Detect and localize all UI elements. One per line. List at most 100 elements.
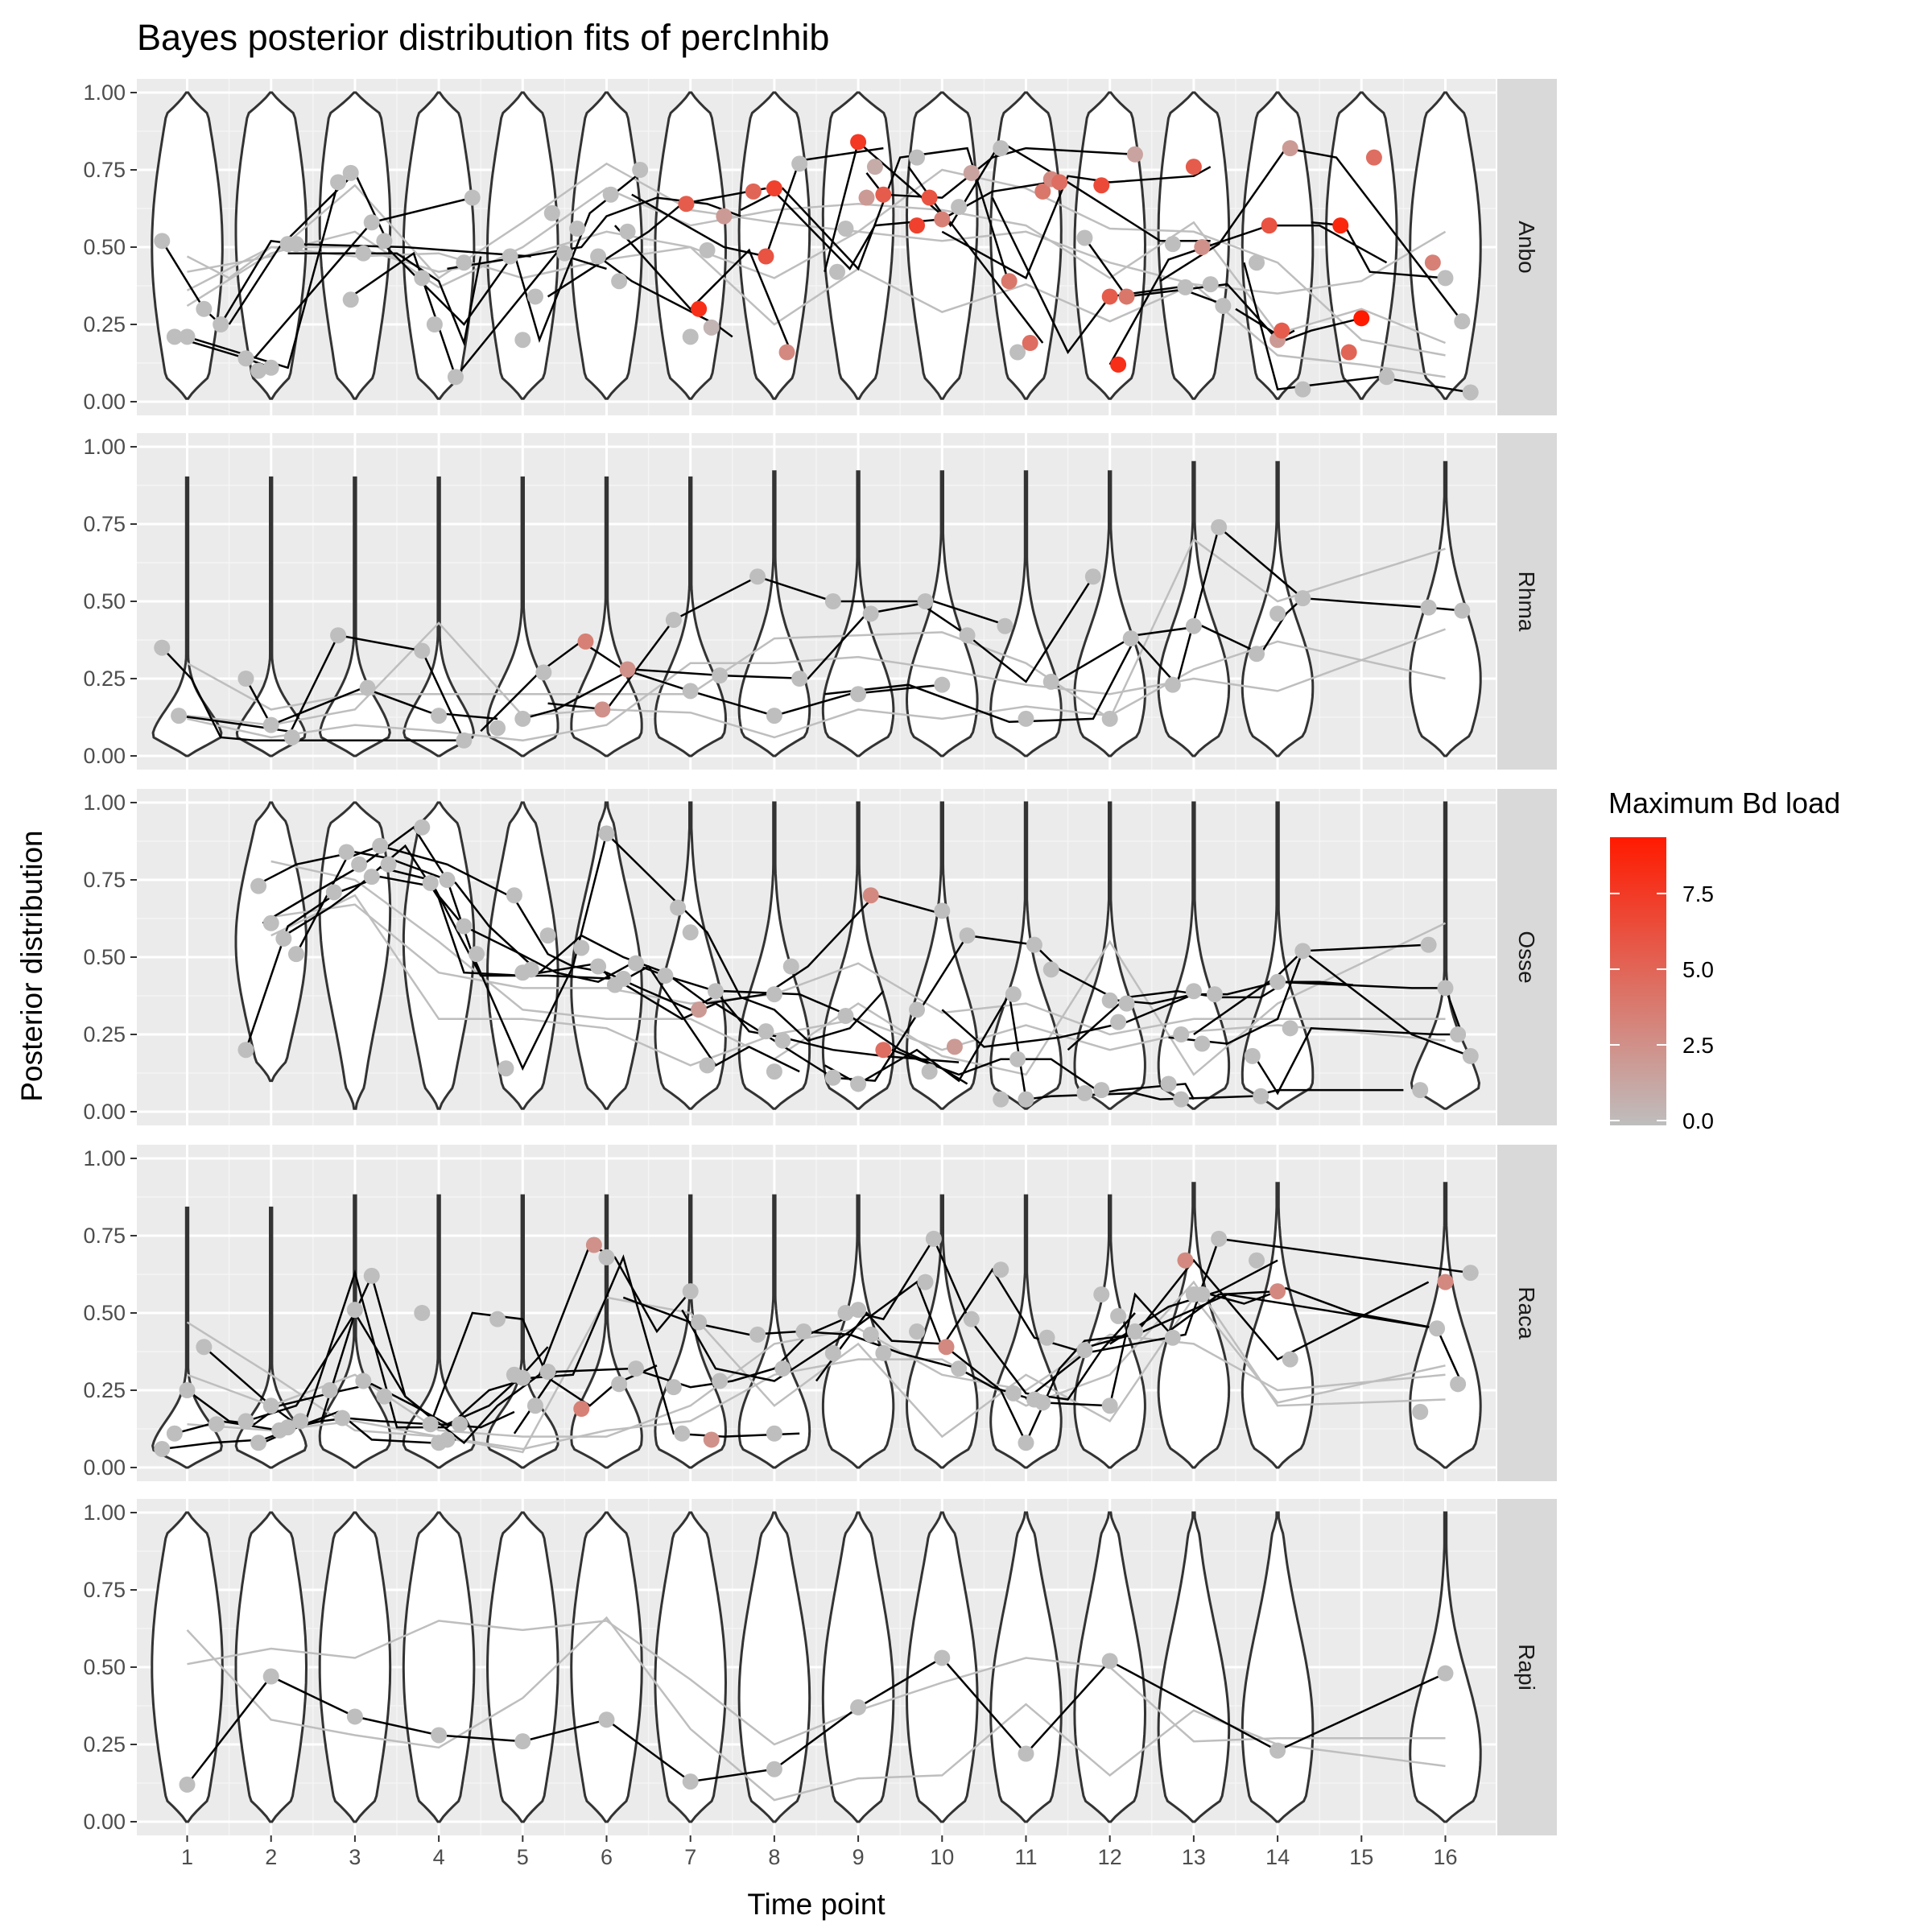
data-point (1450, 1026, 1467, 1042)
black-trajectory-line (186, 1656, 1447, 1785)
data-point (791, 671, 808, 687)
data-point (1101, 710, 1118, 727)
violin-5 (485, 91, 559, 400)
data-point (1018, 710, 1034, 727)
black-trajectory-line (824, 140, 1044, 344)
data-point (1194, 1035, 1211, 1052)
violin-10 (905, 1194, 979, 1469)
data-point (1269, 973, 1286, 990)
data-point (573, 1401, 590, 1418)
data-point (1001, 273, 1018, 290)
data-point (766, 180, 782, 197)
data-point (774, 1032, 791, 1049)
data-point (1026, 936, 1042, 953)
data-point (1160, 1075, 1177, 1092)
facet-strip-label: Anbo (1514, 221, 1539, 273)
data-point (1365, 149, 1382, 166)
violin-14 (1241, 1182, 1315, 1469)
data-point (1462, 384, 1479, 401)
data-point (287, 236, 304, 253)
black-trajectory-line (1051, 597, 1304, 686)
data-point (489, 720, 506, 737)
data-point (1244, 1047, 1261, 1064)
data-point (909, 1001, 926, 1018)
x-tick-label: 5 (517, 1845, 529, 1869)
data-point (262, 1668, 279, 1685)
violin-6 (570, 91, 643, 400)
black-trajectory-line (287, 634, 465, 741)
data-point (346, 1708, 363, 1725)
data-point (514, 332, 531, 349)
x-tick-label: 7 (684, 1845, 696, 1869)
data-point (703, 319, 720, 336)
x-tick-label: 1 (181, 1845, 193, 1869)
data-point (1340, 344, 1357, 361)
data-point (338, 844, 355, 861)
data-point (179, 1382, 196, 1398)
facet-strip (1497, 789, 1557, 1125)
violin-11 (989, 801, 1063, 1110)
data-point (707, 983, 724, 1000)
violin-13 (1157, 91, 1231, 400)
data-point (1164, 676, 1181, 693)
data-point (376, 233, 393, 250)
data-point (556, 245, 573, 262)
black-trajectory-line (941, 166, 1212, 280)
data-point (1110, 1307, 1127, 1324)
data-point (321, 1382, 338, 1398)
data-point (598, 1711, 615, 1728)
data-point (456, 918, 473, 935)
violin-2 (234, 801, 308, 1083)
data-point (1332, 217, 1349, 234)
data-point (925, 1230, 942, 1247)
data-point (1454, 313, 1471, 330)
data-point (749, 1326, 766, 1343)
data-point (171, 708, 188, 724)
y-axis-title: Posterior distribution (15, 830, 48, 1101)
violin-3 (318, 476, 391, 758)
data-point (439, 872, 456, 888)
data-point (997, 617, 1013, 634)
violin-4 (402, 476, 476, 758)
y-tick-label: 0.50 (83, 589, 126, 613)
data-point (678, 196, 695, 213)
facet-strip (1497, 1499, 1557, 1835)
data-point (1118, 995, 1135, 1012)
data-point (213, 316, 229, 332)
legend-title: Maximum Bd load (1608, 786, 1840, 819)
violin-4 (402, 1194, 476, 1469)
black-trajectory-line (162, 1410, 456, 1451)
data-point (431, 1727, 448, 1744)
violin-9 (821, 1511, 895, 1823)
violin-5 (485, 1511, 559, 1823)
data-point (543, 204, 560, 221)
violin-5 (486, 476, 559, 758)
data-point (526, 288, 543, 305)
data-point (464, 189, 481, 206)
data-point (602, 186, 619, 203)
data-point (262, 1397, 279, 1414)
data-point (963, 1311, 980, 1327)
grey-trajectory-line (187, 1620, 1446, 1746)
grey-trajectory-line (270, 903, 1446, 1036)
data-point (682, 683, 699, 700)
data-point (712, 667, 729, 684)
data-point (1294, 943, 1311, 960)
violin-8 (737, 91, 811, 400)
data-point (1294, 590, 1311, 607)
black-trajectory-line (774, 181, 1051, 270)
x-tick-label: 8 (768, 1845, 780, 1869)
data-point (1122, 630, 1139, 647)
data-point (627, 1360, 644, 1377)
violin-11 (989, 470, 1063, 758)
facet-strip-label: Osse (1514, 931, 1539, 983)
data-point (262, 359, 279, 376)
violin-10 (905, 1511, 979, 1823)
data-point (909, 149, 926, 166)
data-point (951, 1360, 968, 1377)
violin-13 (1157, 1511, 1231, 1823)
data-point (1101, 1653, 1118, 1670)
data-point (615, 970, 632, 987)
data-point (1101, 288, 1118, 305)
data-point (824, 593, 841, 609)
